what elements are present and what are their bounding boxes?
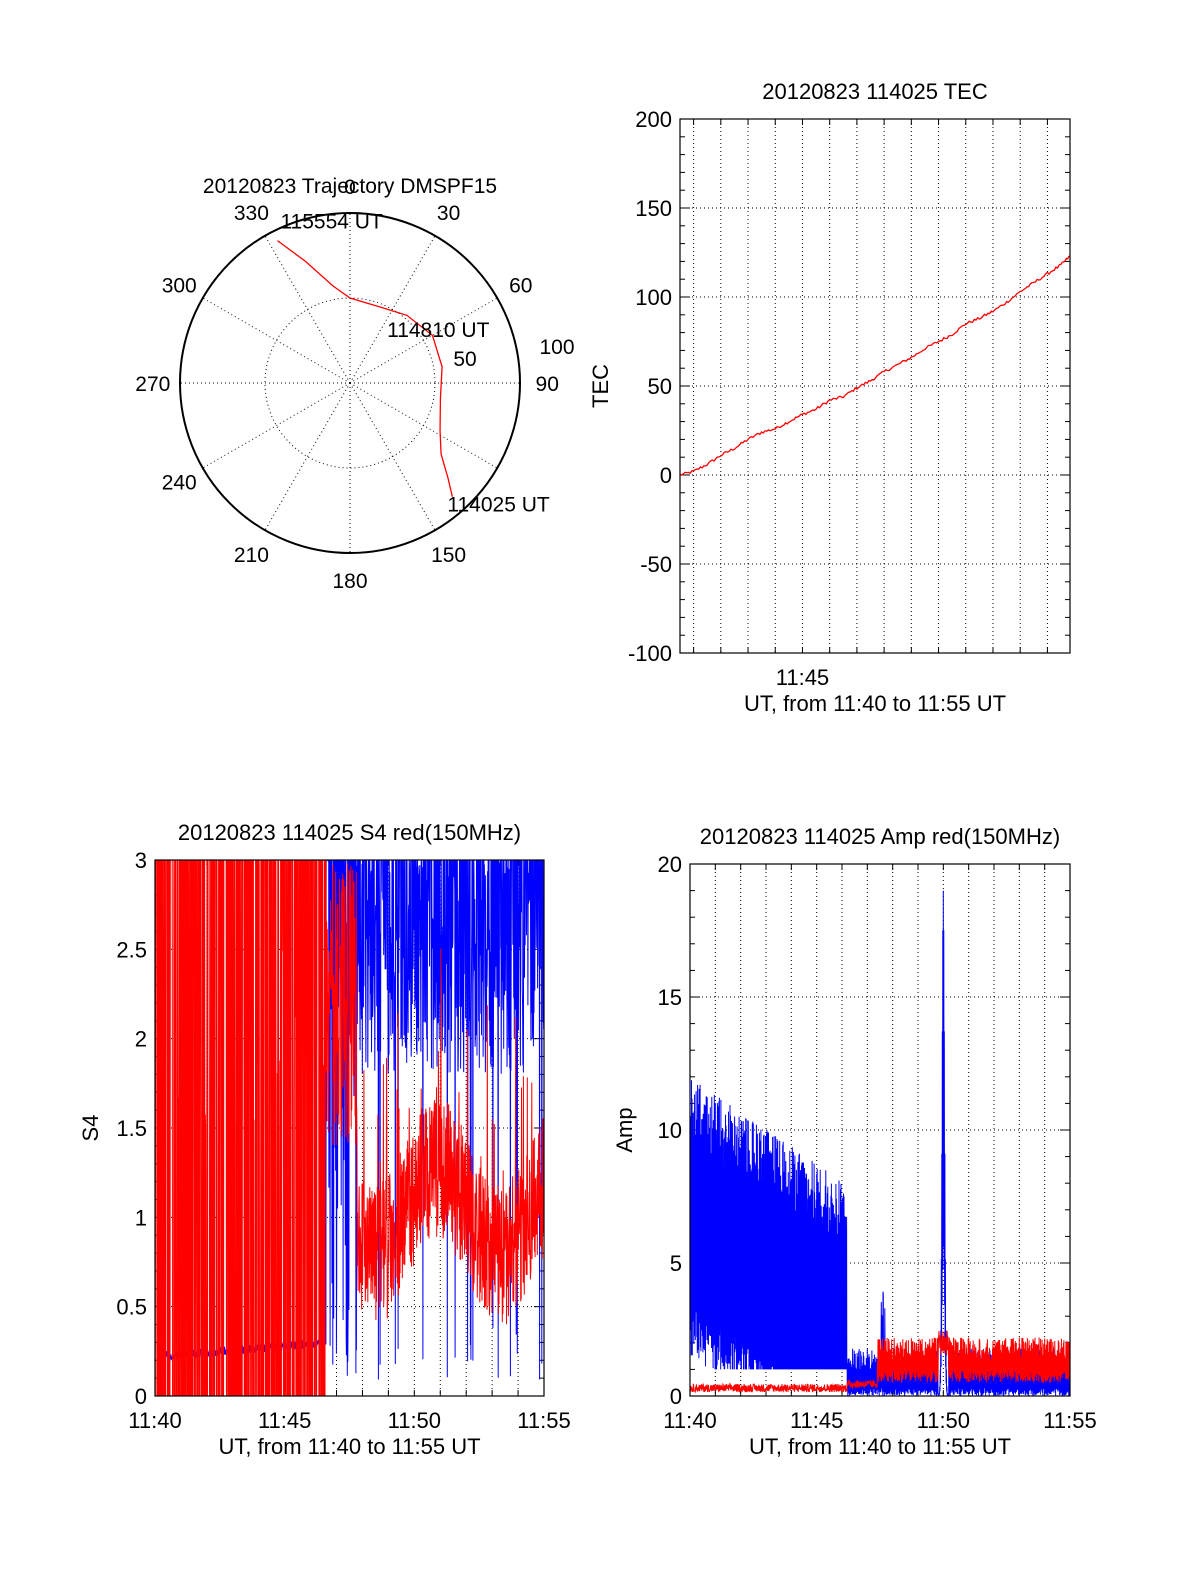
chart-title: 20120823 114025 S4 red(150MHz) bbox=[178, 820, 521, 845]
plot-frame bbox=[154, 859, 545, 1397]
y-tick-label: -50 bbox=[640, 552, 672, 577]
chart-title: 20120823 Trajectory DMSPF15 bbox=[203, 175, 497, 198]
chart-title: 20120823 114025 Amp red(150MHz) bbox=[700, 824, 1060, 849]
y-tick-label: 0.5 bbox=[116, 1295, 147, 1320]
x-tick-label: 11:40 bbox=[128, 1408, 181, 1433]
azimuth-label: 60 bbox=[509, 274, 532, 297]
y-tick-label: -100 bbox=[628, 641, 672, 666]
polar-chart: 0 30 60 90 150 180 210 240 270 300 330 50 100 115554 … bbox=[135, 175, 574, 593]
time-annotation: 114810 UT bbox=[387, 319, 490, 342]
polar-spoke bbox=[264, 382, 351, 531]
amp-red-series bbox=[690, 1330, 1070, 1394]
azimuth-label: 300 bbox=[162, 274, 197, 297]
x-axis-label: UT, from 11:40 to 11:55 UT bbox=[744, 691, 1006, 716]
time-annotation: 114025 UT bbox=[447, 494, 550, 517]
azimuth-label: 0 bbox=[344, 176, 356, 199]
grid-lines bbox=[690, 864, 1070, 1396]
y-axis-label: S4 bbox=[78, 1115, 103, 1142]
azimuth-label: 150 bbox=[431, 544, 466, 567]
y-tick-label: 0 bbox=[135, 1384, 147, 1409]
x-tick-label: 11:45 bbox=[258, 1408, 311, 1433]
x-tick-label: 11:45 bbox=[776, 665, 829, 690]
y-tick-label: 0 bbox=[670, 1384, 682, 1409]
y-tick-label: 10 bbox=[658, 1118, 682, 1143]
chart-panel-3: 0 5 10 15 20 11:40 11:45 11:50 11:55 20120823 114… bbox=[612, 824, 1097, 1459]
y-tick-label: 200 bbox=[635, 107, 672, 132]
polar-outer-ring bbox=[179, 212, 521, 554]
polar-spoke bbox=[264, 235, 351, 384]
polar-spoke bbox=[202, 382, 351, 469]
y-tick-label: 2 bbox=[135, 1027, 147, 1052]
y-tick-label: 20 bbox=[658, 852, 682, 877]
polar-grid bbox=[180, 213, 520, 553]
y-tick-label: 2.5 bbox=[116, 937, 147, 962]
y-axis-label: Amp bbox=[612, 1107, 637, 1152]
amp-blue-series bbox=[690, 890, 1070, 1396]
y-tick-label: 150 bbox=[635, 196, 672, 221]
y-tick-label: 1.5 bbox=[116, 1116, 147, 1141]
x-tick-label: 11:45 bbox=[790, 1408, 843, 1433]
azimuth-label: 90 bbox=[536, 373, 559, 396]
plot-frame bbox=[679, 118, 1071, 654]
azimuth-label: 330 bbox=[234, 202, 269, 225]
x-tick-label: 11:50 bbox=[917, 1408, 970, 1433]
axis-ticks bbox=[680, 118, 1070, 654]
tec-line bbox=[680, 255, 1070, 476]
y-tick-label: 0 bbox=[660, 463, 672, 488]
azimuth-label: 180 bbox=[332, 570, 367, 593]
chart-panel-1: -100 -50 0 50 100 150 200 11:45 20120823 114025 … bbox=[588, 79, 1071, 716]
x-tick-label: 11:55 bbox=[1043, 1408, 1096, 1433]
s4-red-series bbox=[155, 860, 544, 1396]
x-axis-label: UT, from 11:40 to 11:55 UT bbox=[749, 1434, 1011, 1459]
y-axis-label: TEC bbox=[588, 364, 613, 408]
polar-ring bbox=[264, 297, 436, 469]
y-tick-label: 3 bbox=[135, 848, 147, 873]
time-annotation: 115554 UT bbox=[280, 211, 383, 234]
grid-lines bbox=[680, 119, 1070, 653]
azimuth-label: 270 bbox=[135, 373, 170, 396]
y-tick-label: 15 bbox=[658, 985, 682, 1010]
polar-spoke bbox=[202, 297, 351, 384]
azimuth-label: 210 bbox=[234, 544, 269, 567]
chart-panel-2: 0 0.5 1 1.5 2 2.5 3 11:40 11:45 11:50 11:55 2012082… bbox=[78, 820, 571, 1459]
y-tick-label: 50 bbox=[648, 374, 672, 399]
azimuth-label: 30 bbox=[437, 202, 460, 225]
x-tick-label: 11:50 bbox=[388, 1408, 441, 1433]
y-tick-label: 5 bbox=[670, 1251, 682, 1276]
ring-label: 50 bbox=[453, 348, 476, 371]
x-axis-label: UT, from 11:40 to 11:55 UT bbox=[218, 1434, 480, 1459]
y-tick-label: 1 bbox=[135, 1205, 147, 1230]
chart-title: 20120823 114025 TEC bbox=[762, 79, 988, 104]
trajectory-line bbox=[277, 240, 454, 497]
plot-frame bbox=[689, 863, 1071, 1397]
x-tick-label: 11:55 bbox=[517, 1408, 570, 1433]
x-tick-label: 11:40 bbox=[663, 1408, 716, 1433]
azimuth-label: 240 bbox=[162, 472, 197, 495]
y-tick-label: 100 bbox=[635, 285, 672, 310]
ring-label: 100 bbox=[539, 336, 574, 359]
